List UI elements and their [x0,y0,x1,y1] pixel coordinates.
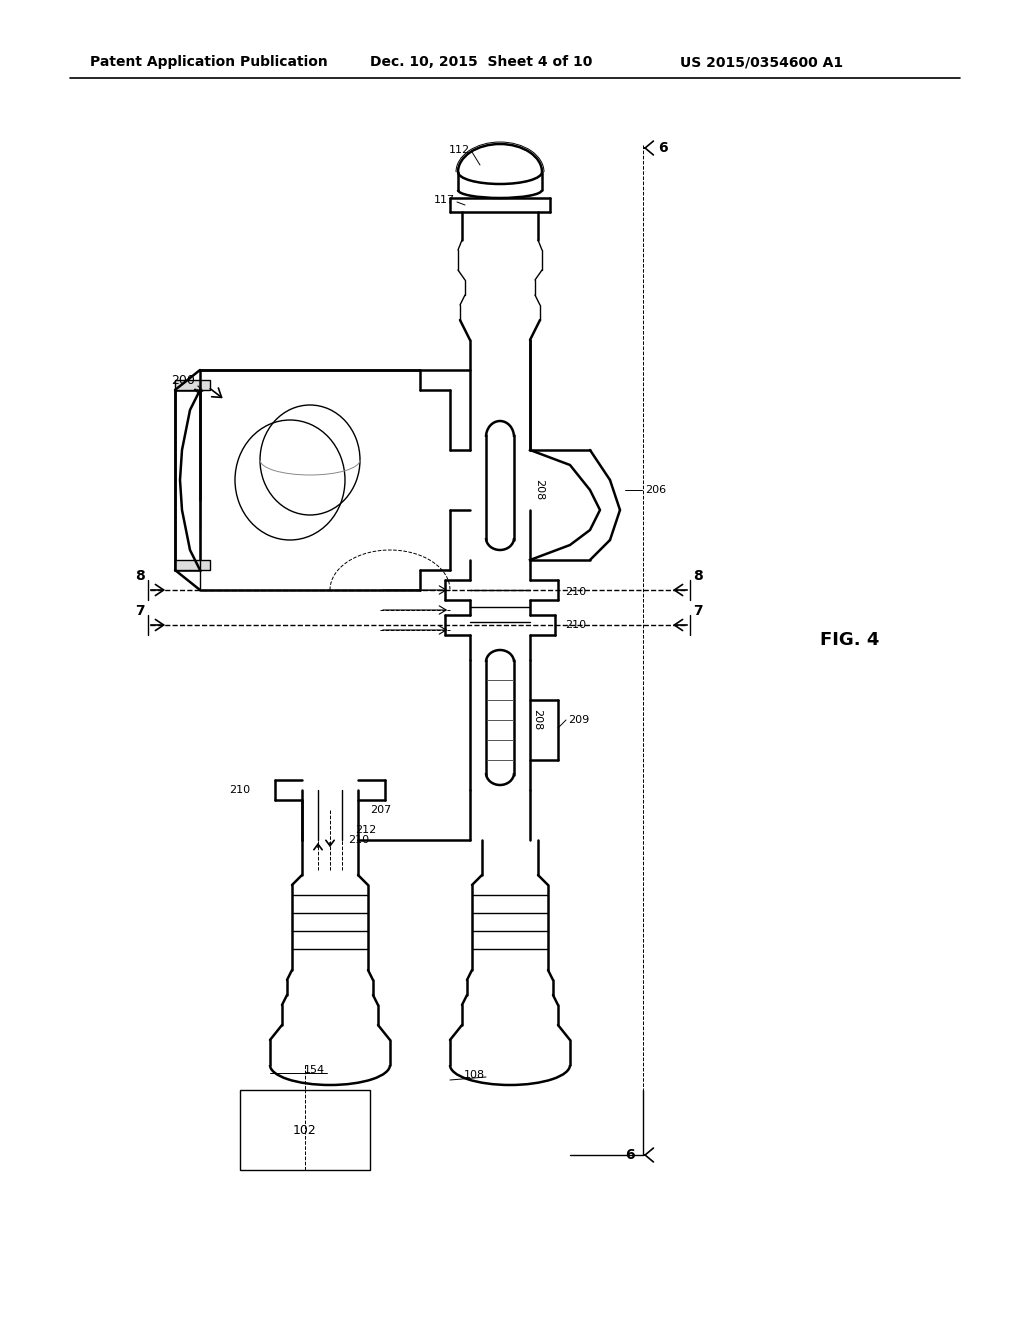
Text: 208: 208 [534,479,544,500]
Text: FIG. 4: FIG. 4 [820,631,880,649]
Text: 209: 209 [568,715,589,725]
Text: 206: 206 [645,484,667,495]
Text: 210: 210 [565,587,586,597]
Text: 210: 210 [565,620,586,630]
Text: 210: 210 [348,836,369,845]
Text: 208: 208 [532,709,542,731]
Bar [175,560,210,570]
Text: Patent Application Publication: Patent Application Publication [90,55,328,69]
Text: 117: 117 [434,195,455,205]
Text: 108: 108 [464,1071,485,1080]
Text: 7: 7 [693,605,702,618]
Text: Dec. 10, 2015  Sheet 4 of 10: Dec. 10, 2015 Sheet 4 of 10 [370,55,592,69]
Text: 200: 200 [171,374,195,387]
Text: 7: 7 [135,605,144,618]
Text: 8: 8 [135,569,144,583]
Bar [240,1090,370,1170]
Text: 212: 212 [355,825,376,836]
Bar [175,380,210,389]
Text: 6: 6 [658,141,668,154]
Text: 210: 210 [229,785,250,795]
Text: 207: 207 [370,805,391,814]
Text: 8: 8 [693,569,702,583]
Text: 6: 6 [626,1148,635,1162]
Text: US 2015/0354600 A1: US 2015/0354600 A1 [680,55,843,69]
Bar [175,389,200,570]
Text: N: N [194,384,207,396]
Text: 112: 112 [449,145,470,154]
Text: 102: 102 [293,1123,316,1137]
Text: 154: 154 [304,1065,325,1074]
